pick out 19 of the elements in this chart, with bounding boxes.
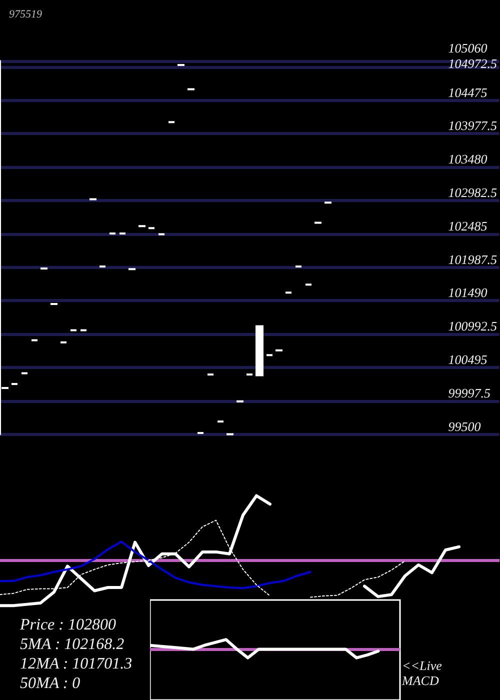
text: Price : 102800 bbox=[19, 616, 116, 634]
text: 5MA : 102168.2 bbox=[20, 636, 124, 653]
y-tick-label: 102982.5 bbox=[448, 184, 498, 200]
y-tick-label: 99500 bbox=[448, 418, 482, 434]
y-tick-label: 100992.5 bbox=[448, 318, 498, 334]
y-tick-label: 105060 bbox=[448, 40, 488, 56]
text: 50MA : 0 bbox=[20, 675, 80, 692]
y-tick-label: 100495 bbox=[448, 352, 488, 367]
chart-title: 975519 bbox=[9, 8, 42, 20]
y-tick-label: 101987.5 bbox=[448, 252, 498, 267]
text: 12MA : 101701.3 bbox=[20, 656, 132, 672]
y-tick-label: 99997.5 bbox=[448, 385, 491, 400]
y-tick-label: 104972.5 bbox=[448, 56, 498, 72]
y-tick-label: 103977.5 bbox=[448, 118, 498, 134]
y-tick-label: 104475 bbox=[448, 84, 488, 100]
y-tick-label: 102485 bbox=[448, 218, 488, 234]
text: <<Live MACD bbox=[401, 658, 446, 688]
y-tick-label: 103480 bbox=[448, 152, 488, 167]
y-tick-label: 101490 bbox=[448, 285, 488, 300]
